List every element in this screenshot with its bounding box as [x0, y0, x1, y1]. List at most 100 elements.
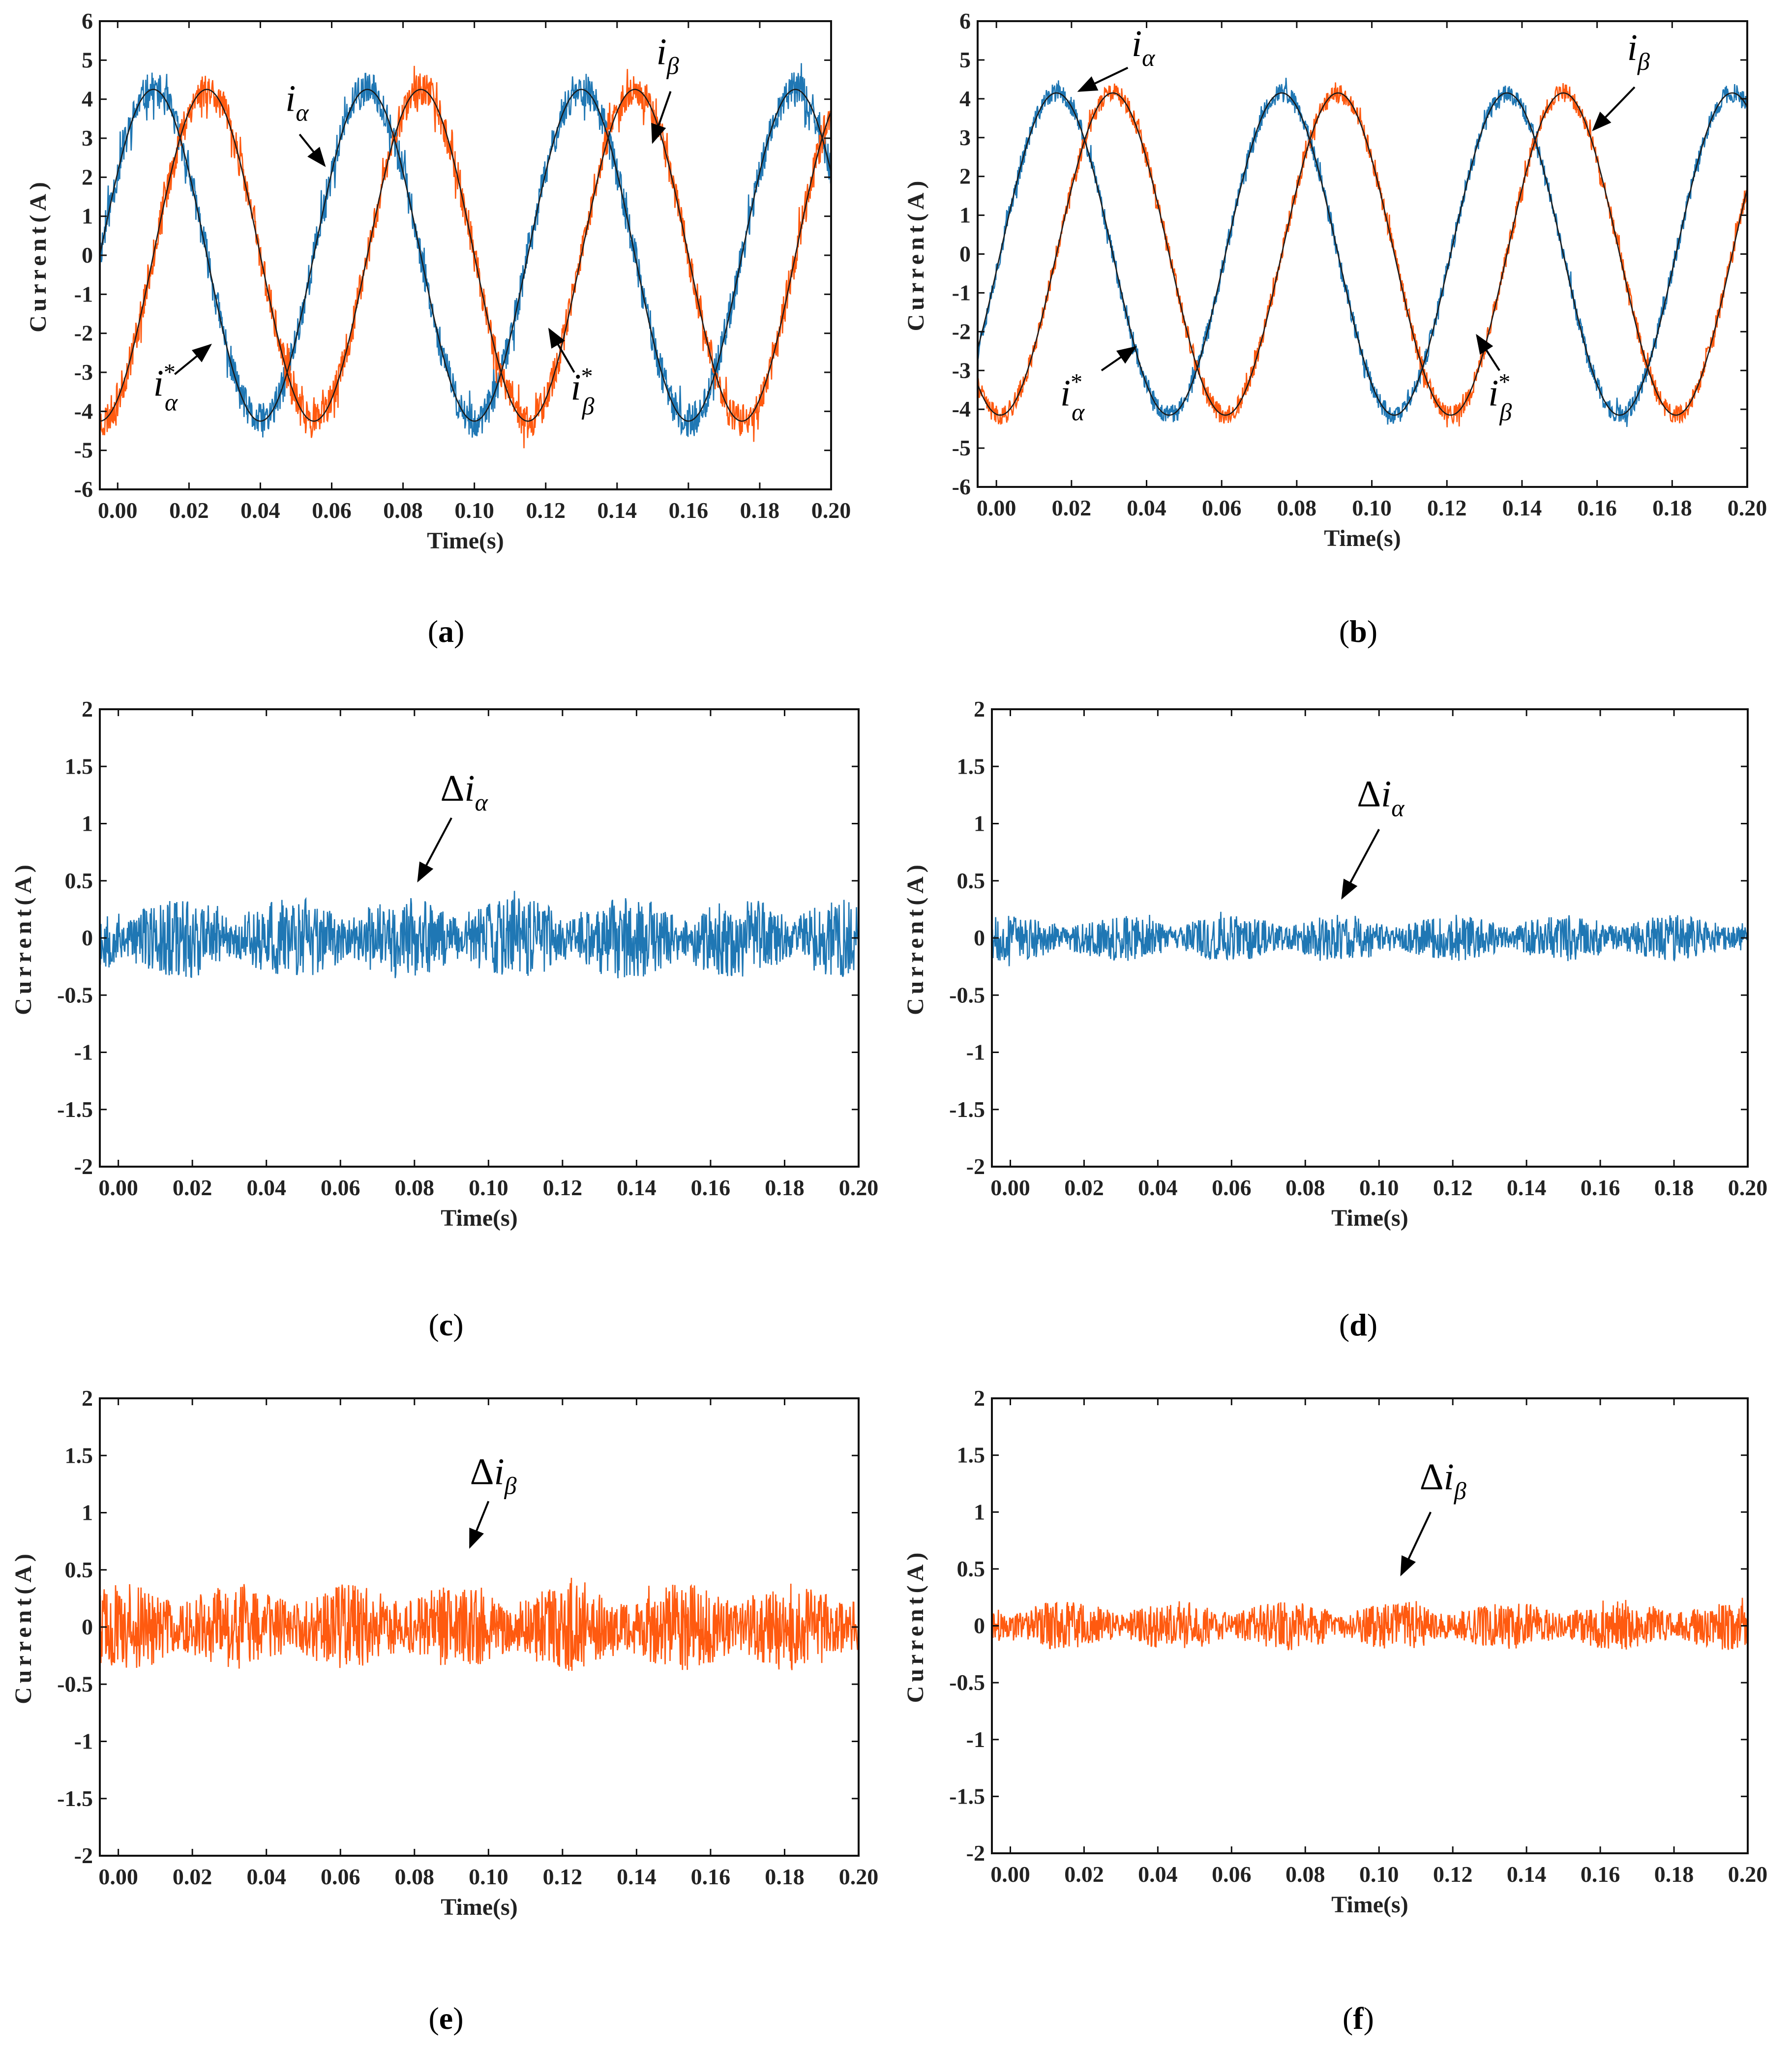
panel-caption: (a)	[428, 614, 465, 649]
x-axis-label: Time(s)	[427, 528, 504, 554]
annotation-arrow	[469, 1501, 490, 1549]
y-tick-label: 6	[82, 8, 93, 33]
x-tick-label: 0.14	[1502, 495, 1542, 520]
x-tick-label: 0.20	[1728, 1175, 1768, 1200]
annotation-label: i* α	[1060, 369, 1085, 425]
y-axis-label: Current(A)	[25, 178, 51, 332]
x-tick-label: 0.02	[173, 1864, 212, 1889]
series-beta	[100, 1577, 859, 1671]
chart-f: 0.00 0.02 0.04 0.06 0.08 0.10 0.12 0.14 0.16 0.18…	[902, 1386, 1767, 1918]
x-axis-label: Time(s)	[1324, 525, 1401, 551]
x-tick-label: 0.16	[1581, 1862, 1620, 1887]
annotation-arrow	[1077, 66, 1129, 92]
x-tick-label: 0.06	[312, 498, 352, 523]
y-tick-label: -6	[74, 477, 93, 502]
chart-c: 0.00 0.02 0.04 0.06 0.08 0.10 0.12 0.14 0.16 0.18…	[10, 696, 878, 1231]
x-tick-label: 0.10	[1352, 495, 1392, 520]
annotation-arrow	[1476, 333, 1500, 371]
chart-b: 0.00 0.02 0.04 0.06 0.08 0.10 0.12 0.14 0.16 0.18…	[903, 8, 1767, 551]
series-ref-beta	[100, 89, 831, 422]
y-tick-label: -2	[74, 1154, 93, 1179]
y-tick-label: 1.5	[65, 1443, 93, 1468]
x-tick-label: 0.10	[454, 498, 494, 523]
series-beta	[992, 1598, 1748, 1651]
plot-area	[100, 63, 831, 449]
y-tick-label: 0	[974, 1613, 985, 1638]
x-tick-label: 0.18	[740, 498, 780, 523]
y-tick-label: 2	[82, 696, 93, 722]
y-tick-label: -2	[952, 319, 971, 344]
y-tick-label: 3	[82, 125, 93, 151]
annotation-arrow	[1341, 829, 1380, 900]
x-tick-label: 0.02	[1064, 1862, 1104, 1887]
y-tick-label: 4	[959, 86, 971, 111]
x-tick-label: 0.16	[1577, 495, 1617, 520]
x-tick-label: 0.20	[839, 1175, 879, 1200]
plot-area	[992, 1598, 1748, 1651]
annotation-label: Δiβ	[1420, 1456, 1466, 1505]
annotation-label: i* β	[570, 363, 594, 420]
plot-area	[978, 78, 1747, 427]
y-tick-label: -1.5	[949, 1783, 985, 1809]
chart-a: 0.00 0.02 0.04 0.06 0.08 0.10 0.12 0.14 0.16 0.18…	[25, 8, 851, 554]
series-beta	[100, 65, 831, 449]
annotation-label: iα	[1132, 23, 1156, 71]
y-tick-label: 2	[959, 164, 971, 189]
annotation-alpha-ref: i* α	[153, 343, 212, 416]
annotation-label: iβ	[657, 31, 679, 79]
x-tick-label: 0.10	[1359, 1175, 1399, 1200]
annotation-arrow	[417, 817, 452, 883]
y-tick-label: -2	[74, 1843, 93, 1868]
y-axis-label: Current(A)	[902, 1549, 928, 1703]
annotation-beta-ref: i* β	[1476, 333, 1512, 425]
x-tick-label: 0.16	[691, 1864, 731, 1889]
plot-area	[100, 891, 859, 979]
y-tick-label: -0.5	[57, 982, 93, 1007]
y-tick-label: 2	[82, 1386, 93, 1411]
series-ref-alpha	[100, 89, 831, 422]
y-tick-label: -1	[966, 1727, 985, 1752]
x-tick-label: 0.02	[1064, 1175, 1104, 1200]
y-tick-label: -4	[952, 396, 971, 422]
y-tick-label: -1	[966, 1040, 985, 1065]
annotation-alpha: iα	[1077, 23, 1156, 92]
x-tick-label: 0.14	[1507, 1175, 1547, 1200]
x-axis-label: Time(s)	[441, 1205, 517, 1231]
y-tick-label: 1.5	[65, 754, 93, 779]
y-tick-label: -6	[952, 474, 971, 499]
y-tick-label: 0	[82, 925, 93, 950]
y-tick-label: -5	[74, 438, 93, 463]
y-axis-label: Current(A)	[10, 1550, 36, 1704]
x-tick-label: 0.12	[543, 1864, 583, 1889]
x-tick-label: 0.12	[543, 1175, 583, 1200]
x-tick-label: 0.18	[1654, 1175, 1694, 1200]
x-tick-label: 0.06	[1212, 1862, 1252, 1887]
x-tick-label: 0.02	[1052, 495, 1092, 520]
plot-area	[100, 1577, 859, 1671]
y-tick-label: 1.5	[957, 754, 986, 779]
x-tick-label: 0.18	[765, 1175, 805, 1200]
annotation-beta-ref: i* β	[548, 328, 595, 420]
annotation-arrow	[1592, 86, 1636, 131]
y-tick-label: -2	[966, 1840, 985, 1866]
x-tick-label: 0.04	[1138, 1862, 1178, 1887]
y-tick-label: 0.5	[957, 1556, 986, 1581]
y-tick-label: 1	[974, 1499, 985, 1524]
x-tick-label: 0.00	[990, 1175, 1030, 1200]
x-tick-label: 0.20	[839, 1864, 879, 1889]
x-tick-label: 0.06	[1202, 495, 1242, 520]
y-tick-label: -0.5	[57, 1671, 93, 1696]
x-tick-label: 0.00	[98, 1175, 138, 1200]
y-tick-label: 0	[82, 1614, 93, 1639]
x-axis-label: Time(s)	[441, 1894, 517, 1920]
y-tick-label: -4	[74, 398, 93, 423]
y-tick-label: -1	[74, 1729, 93, 1754]
x-axis-label: Time(s)	[1331, 1205, 1408, 1231]
x-tick-label: 0.16	[691, 1175, 731, 1200]
x-tick-label: 0.04	[240, 498, 280, 523]
y-tick-label: 6	[959, 8, 971, 33]
chart-e: 0.00 0.02 0.04 0.06 0.08 0.10 0.12 0.14 0.16 0.18…	[10, 1386, 878, 1920]
y-tick-label: -2	[966, 1154, 985, 1179]
panel-caption: (e)	[428, 2001, 463, 2036]
x-tick-label: 0.18	[1654, 1862, 1694, 1887]
